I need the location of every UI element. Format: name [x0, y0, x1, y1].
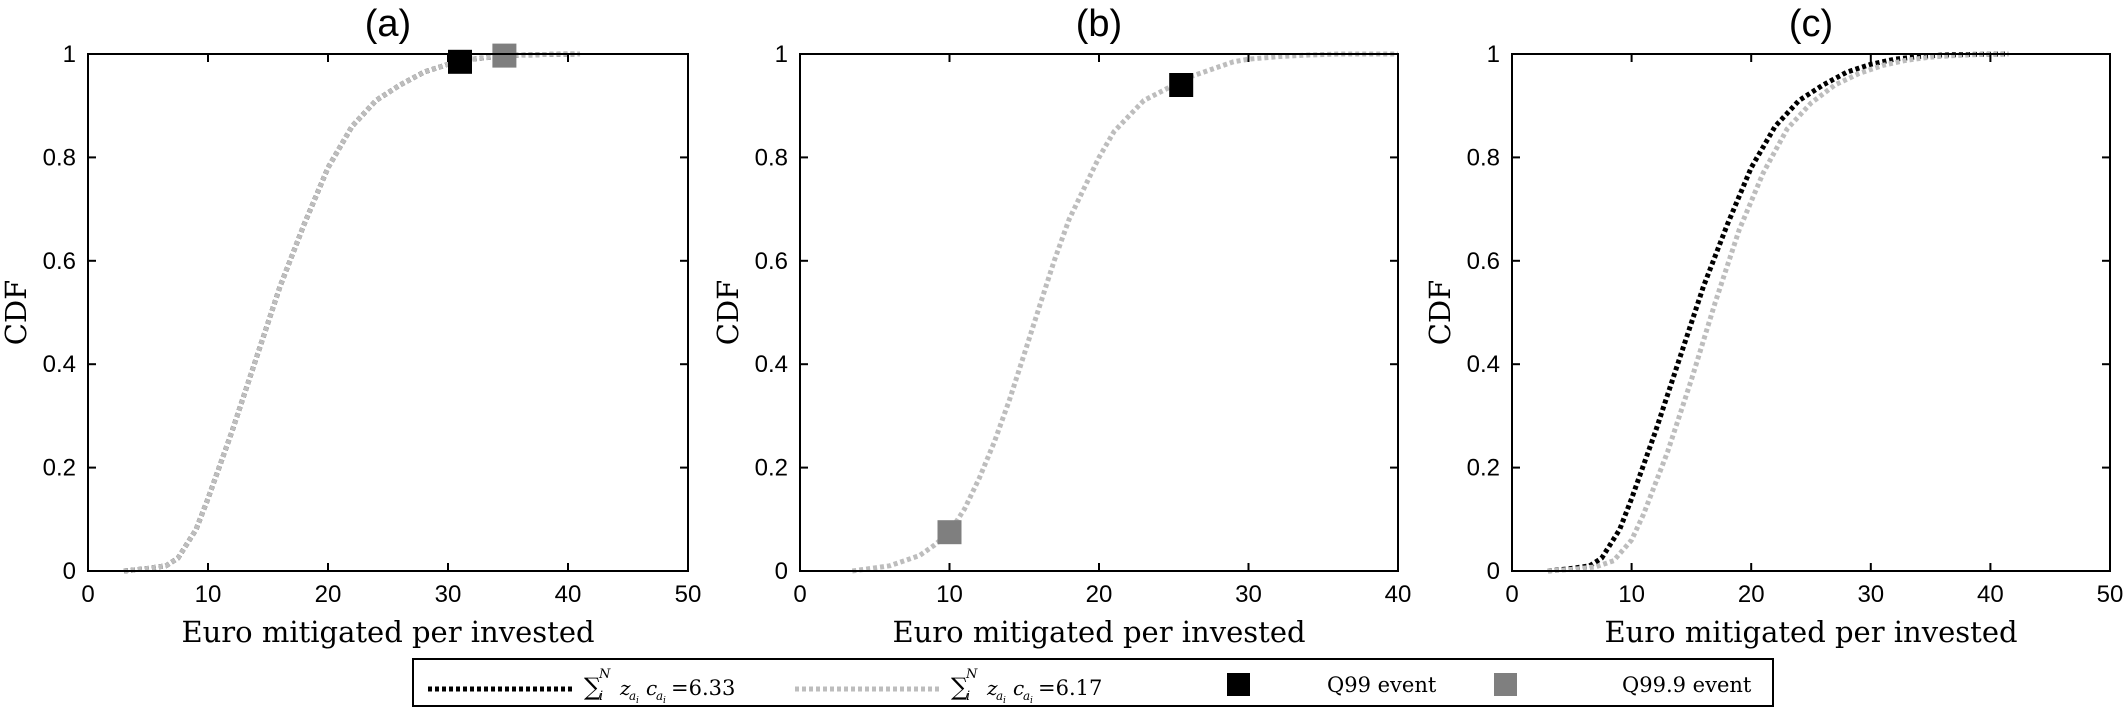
series-line-2	[1547, 51, 2009, 574]
legend-sum-symbol: ∑ N i z a i c a i	[951, 667, 1033, 706]
y-tick-label: 0.6	[43, 248, 76, 275]
y-tick-label: 0	[775, 558, 788, 585]
x-axis-label: Euro mitigated per invested	[1604, 615, 2017, 649]
y-tick-label: 0.2	[43, 455, 76, 482]
y-tick-label: 1	[775, 41, 788, 68]
y-axis-label: CDF	[711, 280, 745, 346]
x-tick-label: 20	[315, 581, 342, 608]
legend-swatch-square-black	[1227, 673, 1250, 696]
chart-title: (a)	[365, 3, 411, 45]
x-tick-label: 0	[81, 581, 94, 608]
chart-panel-3: 0 10 20 30 40 50 0 0.2 0.4 0.6 0.8 1 (c) Euro mitigat…	[1423, 3, 2123, 649]
y-tick-label: 1	[1487, 41, 1500, 68]
chart-title: (c)	[1789, 3, 1833, 45]
q99-marker	[1169, 73, 1194, 97]
q99-9-marker	[492, 43, 517, 68]
svg-text:i: i	[1030, 696, 1033, 706]
q99-9-marker	[937, 520, 962, 545]
svg-text:i: i	[636, 696, 639, 706]
legend-sum-symbol: ∑ N i z a i c a i	[584, 667, 666, 706]
svg-text:a: a	[656, 689, 663, 703]
y-tick-label: 0.4	[1467, 351, 1500, 378]
x-tick-label: 0	[1505, 581, 1518, 608]
x-axis-label: Euro mitigated per invested	[892, 615, 1305, 649]
x-tick-label: 0	[793, 581, 806, 608]
svg-text:N: N	[598, 667, 611, 682]
svg-text:N: N	[965, 667, 978, 682]
x-tick-label: 10	[195, 581, 222, 608]
svg-text:c: c	[646, 676, 657, 700]
svg-text:∑: ∑	[584, 673, 601, 701]
svg-text:i: i	[663, 696, 666, 706]
y-axis-label: CDF	[1423, 280, 1457, 346]
legend: ∑ N i z a i c a i =6.33 ∑ N i z a i c	[412, 658, 1774, 707]
y-tick-label: 0.8	[1467, 144, 1500, 171]
x-tick-label: 30	[435, 581, 462, 608]
legend-label: Q99 event	[1327, 673, 1437, 697]
legend-label: =6.17	[1038, 676, 1102, 700]
legend-entry-3: Q99 event	[1227, 673, 1437, 697]
axes-frame	[799, 53, 1399, 572]
x-tick-label: 30	[1857, 581, 1884, 608]
legend-swatch-square-gray	[1494, 673, 1517, 696]
axes-frame	[87, 53, 689, 572]
x-tick-label: 20	[1086, 581, 1113, 608]
y-tick-label: 0	[63, 558, 76, 585]
chart-panel-1: 0 10 20 30 40 50 0 0.2 0.4 0.6 0.8 1 (a) Euro mitigat…	[0, 3, 701, 649]
x-axis-label: Euro mitigated per invested	[181, 615, 594, 649]
y-tick-label: 0.8	[755, 144, 788, 171]
x-tick-label: 10	[1618, 581, 1645, 608]
svg-text:z: z	[986, 676, 998, 700]
legend-label: =6.33	[671, 676, 735, 700]
legend-entry-2: ∑ N i z a i c a i =6.17	[795, 667, 1102, 706]
series-line-1	[851, 51, 1398, 574]
chart-title: (b)	[1076, 3, 1122, 45]
x-tick-label: 50	[2097, 581, 2124, 608]
chart-panel-2: 0 10 20 30 40 0 0.2 0.4 0.6 0.8 1 (b) Euro mitigated…	[711, 3, 1411, 649]
y-tick-label: 0.4	[43, 351, 76, 378]
legend-entry-4: Q99.9 event	[1494, 673, 1752, 697]
svg-text:z: z	[619, 676, 631, 700]
y-tick-label: 0.4	[755, 351, 788, 378]
x-tick-label: 40	[1977, 581, 2004, 608]
legend-label: Q99.9 event	[1622, 673, 1752, 697]
y-tick-label: 0.6	[755, 248, 788, 275]
y-axis-label: CDF	[0, 280, 33, 346]
legend-entry-1: ∑ N i z a i c a i =6.33	[428, 667, 735, 706]
axes-frame	[1511, 53, 2111, 572]
svg-text:i: i	[1003, 696, 1006, 706]
svg-text:a: a	[996, 689, 1003, 703]
svg-text:a: a	[629, 689, 636, 703]
x-tick-label: 30	[1235, 581, 1262, 608]
series-line-1	[123, 51, 581, 574]
x-tick-label: 40	[1385, 581, 1412, 608]
svg-text:a: a	[1023, 689, 1030, 703]
x-tick-label: 50	[675, 581, 702, 608]
x-tick-label: 10	[936, 581, 963, 608]
x-tick-label: 20	[1738, 581, 1765, 608]
series-line-2	[123, 51, 581, 574]
y-tick-label: 0.2	[1467, 455, 1500, 482]
legend-box	[412, 658, 1774, 707]
y-tick-label: 0	[1487, 558, 1500, 585]
y-tick-label: 0.8	[43, 144, 76, 171]
series-line-1	[1547, 51, 2009, 574]
svg-text:i: i	[599, 689, 603, 704]
y-tick-label: 0.2	[755, 455, 788, 482]
svg-text:∑: ∑	[951, 673, 968, 701]
svg-text:i: i	[966, 689, 970, 704]
x-tick-label: 40	[555, 581, 582, 608]
y-tick-label: 0.6	[1467, 248, 1500, 275]
svg-text:c: c	[1013, 676, 1024, 700]
y-tick-label: 1	[63, 41, 76, 68]
